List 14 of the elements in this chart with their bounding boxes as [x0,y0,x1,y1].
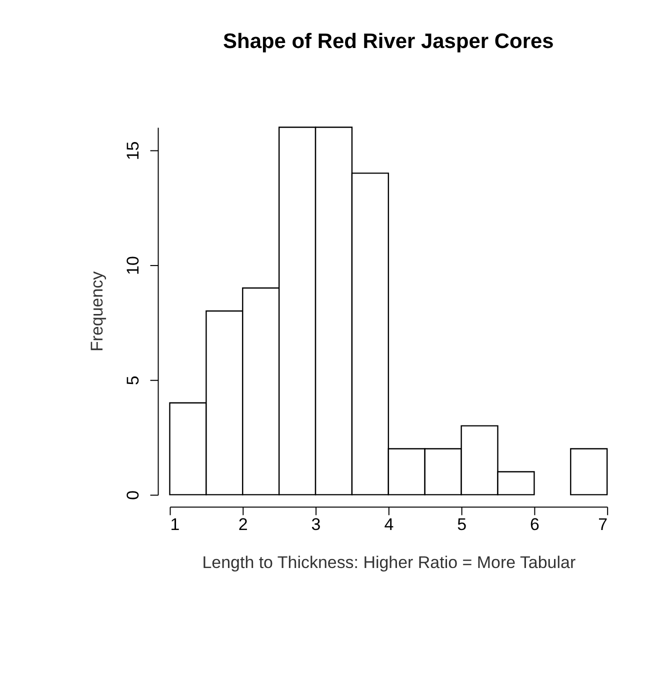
y-axis-title: Frequency [87,270,106,352]
x-axis-title: Length to Thickness: Higher Ratio = More Tabular [202,553,576,572]
x-tick-label: 2 [238,515,248,534]
y-tick-label: 0 [123,490,142,500]
x-tick-label: 3 [311,515,321,534]
y-tick-label: 10 [123,256,142,275]
chart-title: Shape of Red River Jasper Cores [223,30,554,53]
x-tick-label: 6 [530,515,540,534]
y-tick-label: 15 [123,141,142,160]
x-tick-label: 5 [457,515,467,534]
x-tick-label: 4 [384,515,394,534]
y-tick-label: 5 [123,376,142,386]
x-tick-label: 7 [598,515,608,534]
x-tick-label: 1 [170,515,180,534]
